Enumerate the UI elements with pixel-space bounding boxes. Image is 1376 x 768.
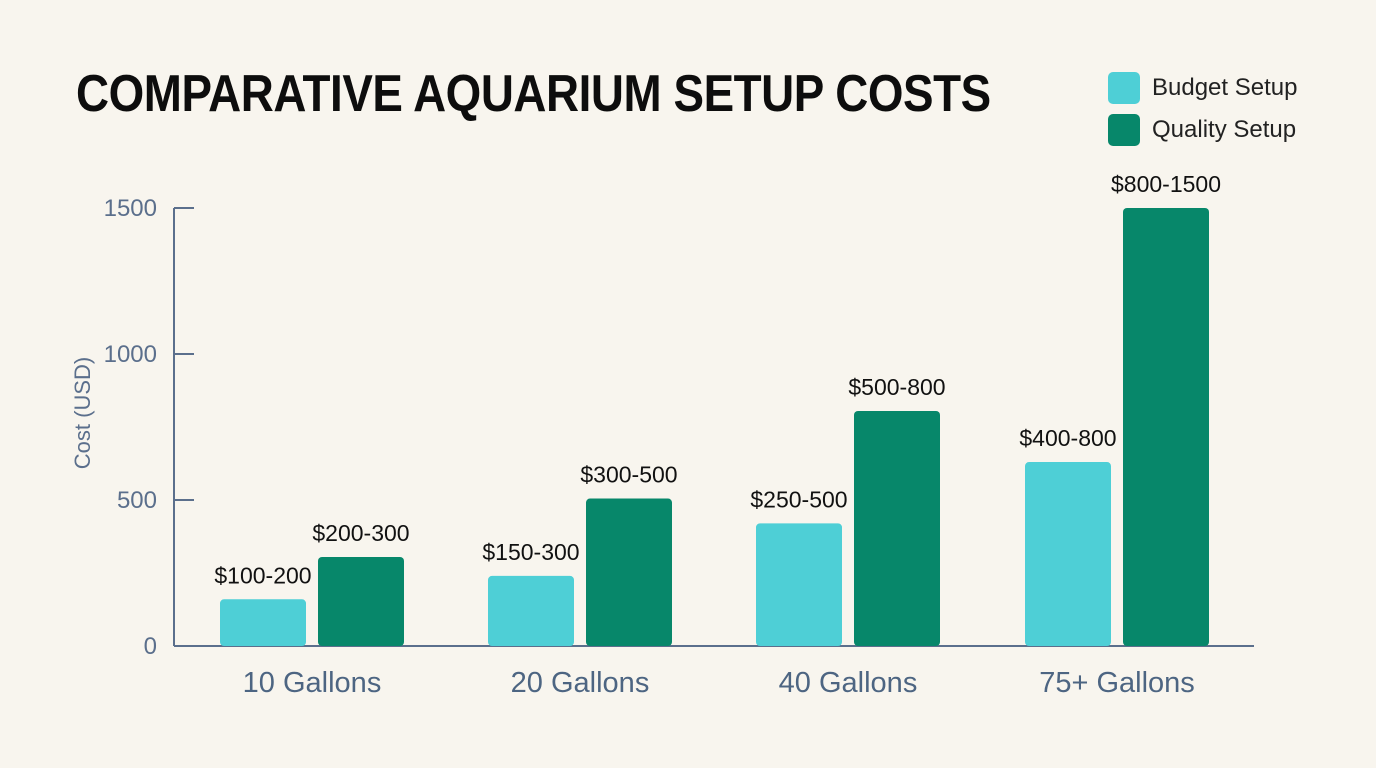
bar-quality-75-gallons [1123,208,1209,646]
y-axis-title: Cost (USD) [70,357,95,469]
data-label-budget-40-gallons: $250-500 [750,486,847,512]
bar-budget-10-gallons [220,599,306,646]
data-label-quality-10-gallons: $200-300 [312,520,409,546]
legend-swatch-budget-setup [1108,72,1140,104]
data-label-quality-75-gallons: $800-1500 [1111,171,1221,197]
bar-quality-10-gallons [318,556,404,646]
data-label-budget-20-gallons: $150-300 [482,539,579,565]
x-category-label-20-gallons: 20 Gallons [511,667,650,699]
x-category-label-10-gallons: 10 Gallons [243,667,382,699]
legend: Budget Setup Quality Setup [1108,72,1297,156]
chart-title: COMPARATIVE AQUARIUM SETUP COSTS [76,65,991,123]
y-tick-label-500: 500 [117,487,157,514]
legend-swatch-quality-setup [1108,114,1140,146]
bar-budget-75-gallons [1025,462,1111,646]
x-category-label-40-gallons: 40 Gallons [779,667,918,699]
bar-quality-40-gallons [854,410,940,646]
bar-budget-20-gallons [488,575,574,646]
bar-budget-40-gallons [756,523,842,646]
legend-item-budget-setup: Budget Setup [1108,72,1297,104]
data-label-budget-75-gallons: $400-800 [1019,425,1116,451]
data-label-quality-20-gallons: $300-500 [580,462,677,488]
legend-item-quality-setup: Quality Setup [1108,114,1297,146]
y-tick-label-1000: 1000 [104,341,157,368]
legend-label-quality-setup: Quality Setup [1152,116,1297,143]
data-label-quality-40-gallons: $500-800 [848,374,945,400]
x-category-label-75-gallons: 75+ Gallons [1039,667,1195,699]
data-label-budget-10-gallons: $100-200 [214,562,311,588]
y-tick-label-1500: 1500 [104,195,157,222]
legend-label-budget-setup: Budget Setup [1152,74,1298,101]
y-tick-label-0: 0 [144,633,157,660]
bar-quality-20-gallons [586,498,672,646]
